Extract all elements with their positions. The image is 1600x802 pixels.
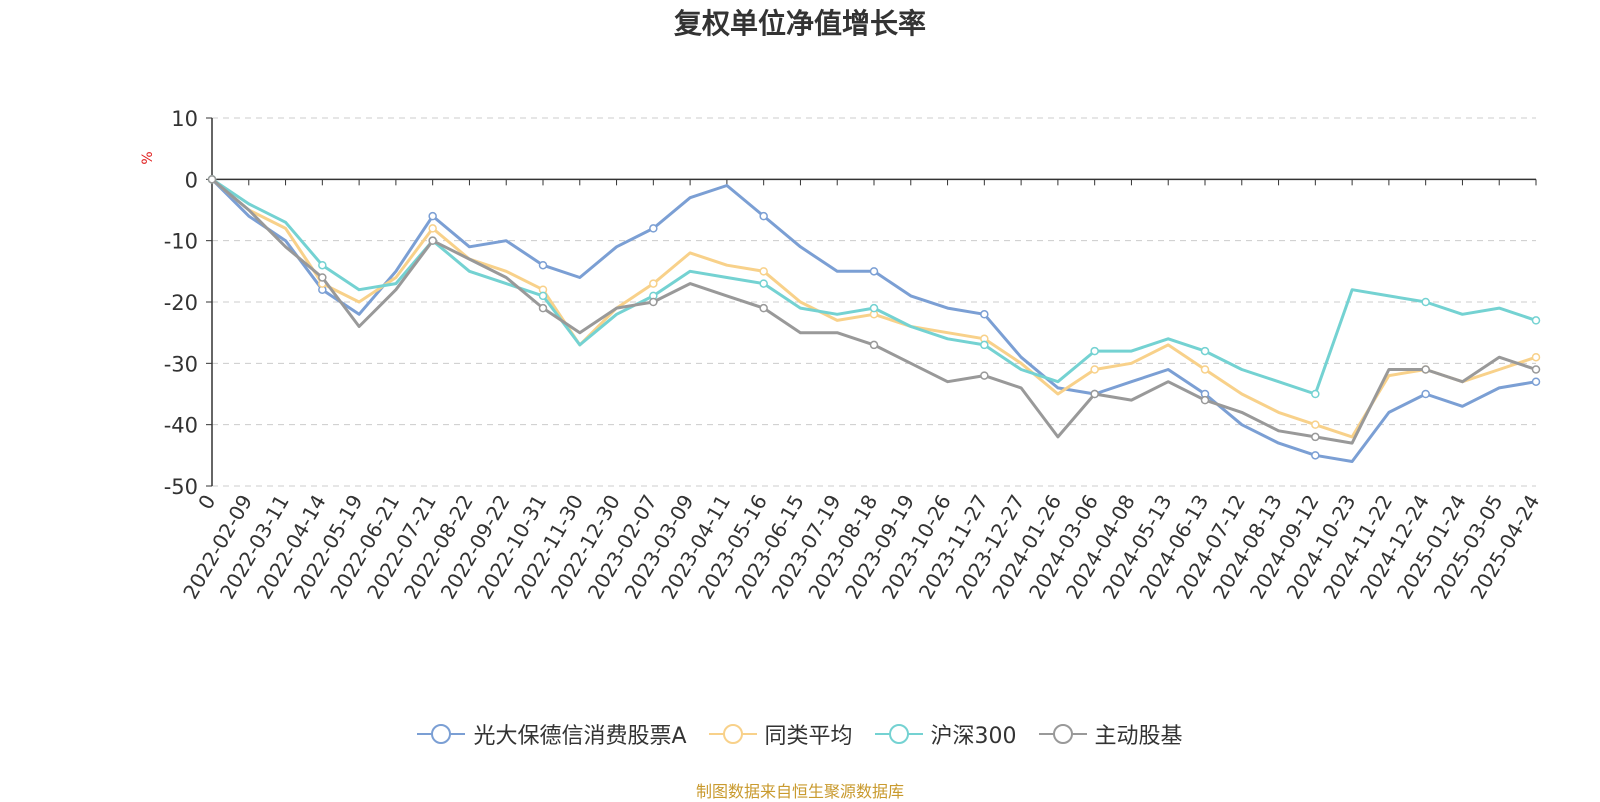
legend-label: 同类平均 (764, 724, 853, 749)
data-point (538, 260, 548, 270)
legend-item[interactable]: 沪深300 (874, 718, 1017, 750)
data-point (538, 291, 548, 301)
legend-swatch-icon (417, 724, 466, 744)
data-point (428, 211, 437, 221)
data-point (428, 236, 437, 245)
axes: 100-10-20-30-40-5002022-02-092022-03-112… (164, 107, 1545, 603)
data-point (207, 175, 217, 184)
y-tick-label: -50 (164, 475, 198, 499)
data-point (869, 303, 879, 313)
data-point (1090, 389, 1099, 399)
legend-item[interactable]: 光大保德信消费股票A (417, 718, 687, 750)
series-line (211, 178, 1537, 396)
series-lines (207, 175, 1541, 463)
data-point (759, 303, 768, 313)
chart-title: 复权单位净值增长率 (673, 7, 926, 40)
data-point (538, 303, 548, 313)
data-point (1200, 365, 1210, 374)
data-point (318, 260, 327, 270)
data-point (318, 273, 327, 282)
y-tick-label: 0 (185, 168, 198, 192)
data-point (759, 211, 768, 221)
legend-label: 主动股基 (1094, 724, 1183, 749)
data-point (980, 310, 989, 319)
data-point (1200, 346, 1210, 356)
series-line (210, 178, 1537, 463)
y-axis-unit: % (140, 151, 156, 164)
legend-item[interactable]: 同类平均 (708, 718, 853, 750)
data-point (759, 279, 768, 288)
y-tick-label: 10 (171, 107, 198, 131)
legend-label: 沪深300 (930, 724, 1017, 749)
data-point (1311, 451, 1320, 460)
data-point (980, 371, 989, 380)
legend-swatch-icon (1038, 724, 1087, 744)
y-tick-label: -20 (164, 291, 198, 315)
data-point (1531, 377, 1541, 386)
source-note: 制图数据来自恒生聚源数据库 (695, 782, 904, 801)
y-tick-label: -40 (164, 414, 198, 438)
y-tick-label: -30 (164, 352, 198, 376)
data-point (980, 340, 989, 350)
y-tick-label: -10 (164, 230, 198, 254)
x-tick-label: 0 (193, 491, 220, 514)
data-point (1090, 365, 1099, 374)
data-point (869, 267, 879, 276)
data-point (1421, 297, 1430, 307)
data-point (1421, 365, 1430, 374)
line-chart: 100-10-20-30-40-5002022-02-092022-03-112… (140, 107, 1545, 603)
legend-swatch-icon (708, 724, 757, 744)
data-point (649, 297, 658, 307)
legend: 光大保德信消费股票A 同类平均 沪深300 主动股基 (0, 718, 1600, 750)
data-point (1200, 395, 1210, 405)
data-point (1311, 420, 1320, 429)
data-point (759, 267, 768, 276)
legend-label: 光大保德信消费股票A (473, 724, 687, 749)
data-point (428, 224, 437, 233)
data-point (649, 224, 658, 233)
data-point (1421, 389, 1430, 399)
data-point (1311, 389, 1320, 399)
data-point (1531, 316, 1541, 325)
data-point (1311, 432, 1320, 442)
data-point (1531, 352, 1541, 362)
data-point (1090, 346, 1099, 356)
data-point (1531, 365, 1541, 374)
data-point (649, 279, 658, 288)
data-point (869, 340, 879, 350)
legend-swatch-icon (874, 724, 923, 744)
legend-item[interactable]: 主动股基 (1038, 718, 1183, 750)
